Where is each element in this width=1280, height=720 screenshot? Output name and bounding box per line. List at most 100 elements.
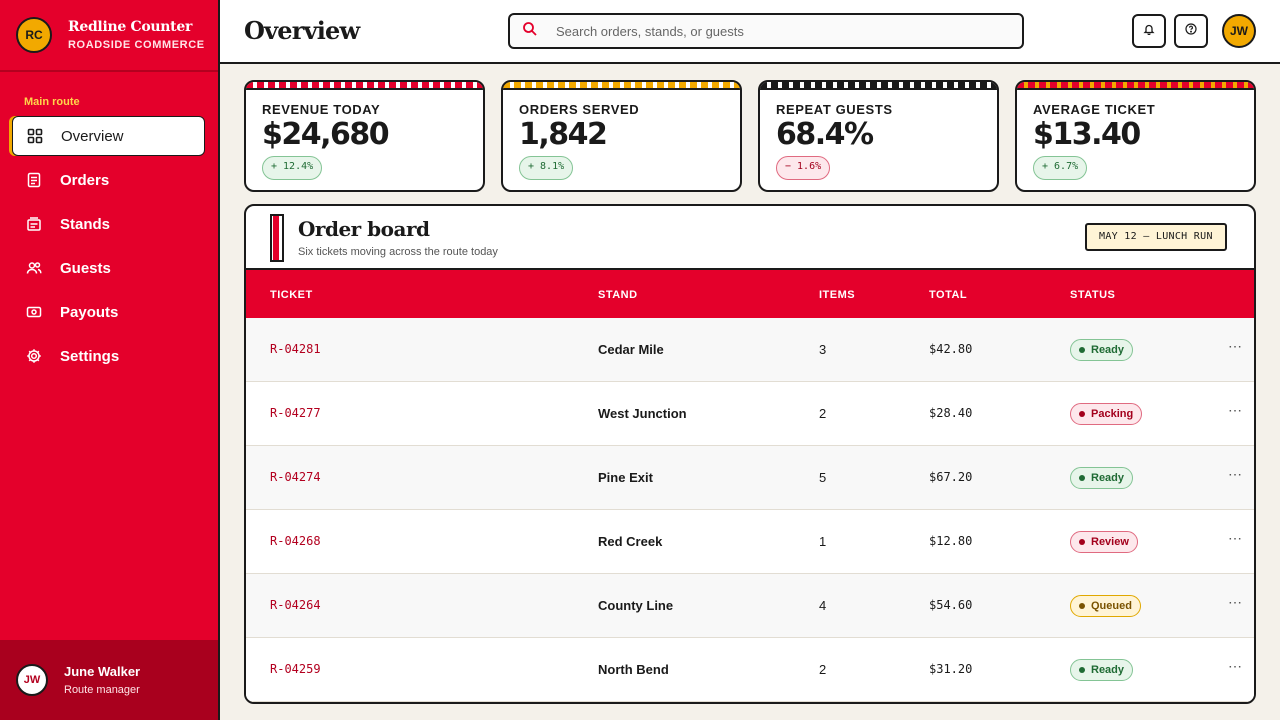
- ticket-id-link[interactable]: R-04259: [270, 662, 321, 676]
- table-header: TICKET STAND ITEMS TOTAL STATUS: [246, 270, 1254, 318]
- status-badge: Ready: [1070, 659, 1134, 681]
- item-count: 4: [819, 598, 827, 613]
- help-icon: [1185, 22, 1197, 40]
- sidebar-item-payouts[interactable]: Payouts: [12, 292, 205, 332]
- stand-name: County Line: [598, 598, 674, 613]
- users-icon: [26, 260, 42, 276]
- ticket-id-link[interactable]: R-04281: [270, 342, 321, 356]
- column-header-stand[interactable]: STAND: [598, 289, 638, 301]
- more-icon[interactable]: ⋯: [1228, 658, 1243, 674]
- kpi-card-average-ticket: AVERAGE TICKET $13.40 + 6.7%: [1015, 80, 1256, 192]
- stand-name: Cedar Mile: [598, 342, 664, 357]
- table-row[interactable]: R-04274 Pine Exit 5 $67.20 Ready ⋯: [246, 446, 1254, 510]
- brand-name: Redline Counter: [68, 19, 193, 35]
- more-icon[interactable]: ⋯: [1228, 594, 1243, 610]
- status-badge: Ready: [1070, 467, 1134, 489]
- stand-name: West Junction: [598, 406, 687, 421]
- status-dot: [1079, 667, 1085, 673]
- ticket-id-link[interactable]: R-04277: [270, 406, 321, 420]
- sidebar-item-label: Settings: [60, 347, 120, 365]
- bell-icon: [1143, 22, 1155, 40]
- kpi-label: ORDERS SERVED: [519, 102, 640, 117]
- ticket-id-link[interactable]: R-04274: [270, 470, 321, 484]
- kpi-card-revenue: REVENUE TODAY $24,680 + 12.4%: [244, 80, 485, 192]
- kpi-value: 68.4%: [776, 117, 874, 152]
- avatar[interactable]: JW: [1222, 14, 1256, 48]
- card-stripe: [760, 82, 997, 90]
- table-row[interactable]: R-04268 Red Creek 1 $12.80 Review ⋯: [246, 510, 1254, 574]
- kpi-value: 1,842: [519, 117, 608, 152]
- sidebar-item-overview[interactable]: Overview: [12, 116, 205, 156]
- ticket-id-link[interactable]: R-04264: [270, 598, 321, 612]
- status-dot: [1079, 411, 1085, 417]
- sidebar-item-label: Payouts: [60, 303, 119, 321]
- more-icon[interactable]: ⋯: [1228, 466, 1243, 482]
- status-dot: [1079, 603, 1085, 609]
- table-row[interactable]: R-04264 County Line 4 $54.60 Queued ⋯: [246, 574, 1254, 638]
- kpi-label: REPEAT GUESTS: [776, 102, 893, 117]
- board-header: Order board Six tickets moving across th…: [246, 206, 1254, 270]
- brand: RC Redline Counter ROADSIDE COMMERCE: [0, 0, 218, 72]
- search-bar[interactable]: [508, 13, 1024, 49]
- item-count: 5: [819, 470, 827, 485]
- status-label: Queued: [1091, 600, 1132, 612]
- kpi-card-orders: ORDERS SERVED 1,842 + 8.1%: [501, 80, 742, 192]
- item-count: 1: [819, 534, 827, 549]
- table-row[interactable]: R-04277 West Junction 2 $28.40 Packing ⋯: [246, 382, 1254, 446]
- column-header-items[interactable]: ITEMS: [819, 289, 856, 301]
- more-icon[interactable]: ⋯: [1228, 402, 1243, 418]
- date-filter-badge[interactable]: MAY 12 — LUNCH RUN: [1085, 223, 1227, 251]
- more-icon[interactable]: ⋯: [1228, 338, 1243, 354]
- item-count: 3: [819, 342, 827, 357]
- order-total: $12.80: [929, 534, 973, 548]
- search-icon: [522, 21, 538, 42]
- gear-icon: [26, 348, 42, 364]
- sidebar-item-settings[interactable]: Settings: [12, 336, 205, 376]
- sidebar-item-guests[interactable]: Guests: [12, 248, 205, 288]
- sidebar-user[interactable]: JW June Walker Route manager: [0, 640, 218, 720]
- document-icon: [26, 172, 42, 188]
- status-badge: Ready: [1070, 339, 1134, 361]
- stand-name: Red Creek: [598, 534, 663, 549]
- sidebar-item-orders[interactable]: Orders: [12, 160, 205, 200]
- kpi-delta-badge: + 12.4%: [262, 156, 323, 180]
- sidebar-item-label: Stands: [60, 215, 111, 233]
- status-label: Ready: [1091, 344, 1125, 356]
- kpi-delta-badge: + 6.7%: [1033, 156, 1088, 180]
- kpi-card-repeat-guests: REPEAT GUESTS 68.4% − 1.6%: [758, 80, 999, 192]
- sidebar-item-stands[interactable]: Stands: [12, 204, 205, 244]
- item-count: 2: [819, 406, 827, 421]
- item-count: 2: [819, 662, 827, 677]
- table-row[interactable]: R-04259 North Bend 2 $31.20 Ready ⋯: [246, 638, 1254, 702]
- column-header-total[interactable]: TOTAL: [929, 289, 968, 301]
- more-icon[interactable]: ⋯: [1228, 530, 1243, 546]
- brand-logo[interactable]: RC: [16, 17, 52, 53]
- search-input[interactable]: [556, 23, 996, 39]
- column-header-ticket[interactable]: TICKET: [270, 289, 313, 301]
- grid-icon: [27, 128, 43, 144]
- table-row[interactable]: R-04281 Cedar Mile 3 $42.80 Ready ⋯: [246, 318, 1254, 382]
- status-label: Packing: [1091, 408, 1134, 420]
- stand-name: Pine Exit: [598, 470, 653, 485]
- sidebar-item-label: Orders: [60, 171, 110, 189]
- order-total: $67.20: [929, 470, 973, 484]
- status-badge: Packing: [1070, 403, 1143, 425]
- stand-name: North Bend: [598, 662, 669, 677]
- status-label: Ready: [1091, 664, 1125, 676]
- kpi-delta-badge: + 8.1%: [519, 156, 574, 180]
- kpi-value: $24,680: [262, 117, 390, 152]
- status-badge: Review: [1070, 531, 1138, 553]
- notifications-button[interactable]: [1132, 14, 1166, 48]
- board-marker: [270, 214, 284, 262]
- status-dot: [1079, 539, 1085, 545]
- order-board: Order board Six tickets moving across th…: [244, 204, 1256, 704]
- status-dot: [1079, 475, 1085, 481]
- column-header-status[interactable]: STATUS: [1070, 289, 1116, 301]
- kpi-label: AVERAGE TICKET: [1033, 102, 1156, 117]
- order-total: $31.20: [929, 662, 973, 676]
- ticket-id-link[interactable]: R-04268: [270, 534, 321, 548]
- sidebar-item-label: Guests: [60, 259, 111, 277]
- sidebar-item-label: Overview: [61, 127, 124, 145]
- user-role: Route manager: [64, 684, 140, 696]
- help-button[interactable]: [1174, 14, 1208, 48]
